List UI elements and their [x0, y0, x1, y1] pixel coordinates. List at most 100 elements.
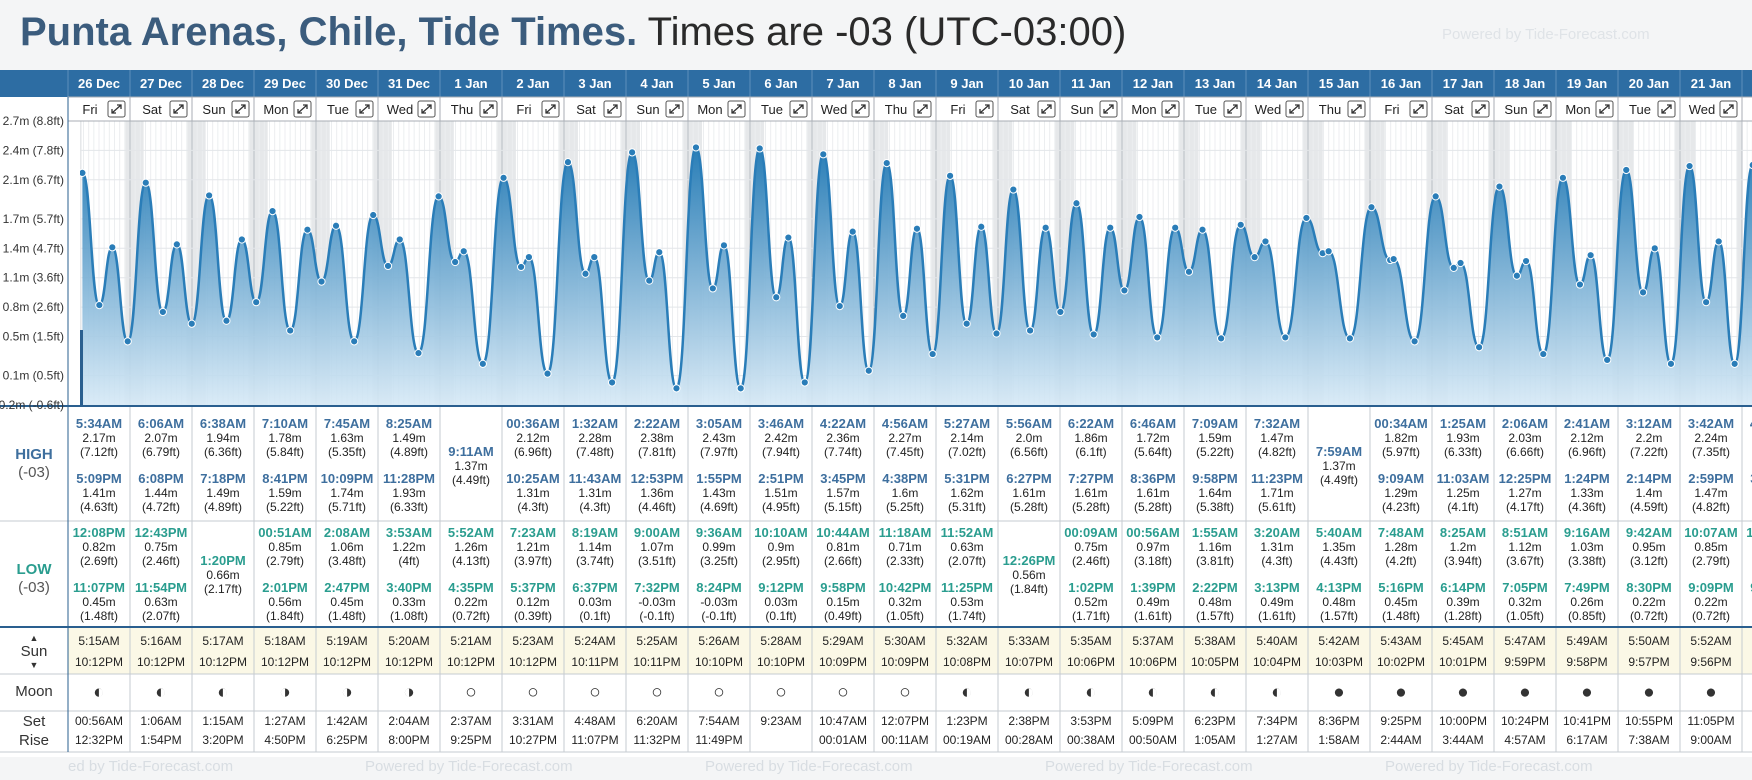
dow-label: Sat	[1010, 102, 1030, 117]
high-height: 1.59m	[268, 486, 301, 500]
low-height: 0.22m	[454, 595, 487, 609]
low-time: 12:08PM	[73, 525, 126, 540]
high-height-ft: (5.64ft)	[1134, 445, 1172, 459]
high-height-ft: (4.82ft)	[1692, 500, 1730, 514]
tide-point	[268, 206, 277, 216]
sunset-time: 9:57PM	[1628, 655, 1669, 669]
high-height-ft: (7.81ft)	[638, 445, 676, 459]
low-height: 0.15m	[826, 595, 859, 609]
y-tick-label: 0.1m (0.5ft)	[3, 369, 64, 383]
low-time: 8:51AM	[1502, 525, 1548, 540]
tide-point	[912, 224, 922, 233]
sunset-time: 10:01PM	[1439, 655, 1487, 669]
sunset-time: 10:06PM	[1129, 655, 1177, 669]
high-height: 1.4m	[1636, 486, 1663, 500]
low-time: 9:58PM	[820, 580, 866, 595]
low-time: 4:35PM	[448, 580, 494, 595]
low-time: 2:47PM	[324, 580, 370, 595]
low-height: 1.22m	[392, 540, 425, 554]
expand-arrows-icon	[235, 104, 246, 114]
date-label: 3 Jan	[578, 76, 611, 91]
high-height: 1.62m	[950, 486, 983, 500]
low-height-ft: (3.74ft)	[576, 554, 614, 568]
low-time: 00:51AM	[258, 525, 311, 540]
high-height-ft: (4.1ft)	[1447, 500, 1478, 514]
moonset-time: 1:06AM	[140, 714, 181, 728]
tide-line	[81, 146, 1752, 390]
tide-point	[848, 227, 857, 236]
tide-point	[928, 349, 937, 359]
chart-left-edge	[80, 330, 83, 405]
low-height: 0.03m	[578, 595, 611, 609]
low-height: 0.81m	[826, 540, 859, 554]
y-tick-label: 0.8m (2.6ft)	[3, 300, 64, 314]
dow-label: Fri	[82, 102, 97, 117]
expand-arrows-icon	[1537, 104, 1548, 114]
sunset-time: 9:56PM	[1690, 655, 1731, 669]
low-height: 1.35m	[1322, 540, 1355, 554]
expand-arrows-icon	[793, 104, 804, 114]
dow-label: Mon	[1131, 102, 1156, 117]
low-time: 12:26PM	[1003, 553, 1056, 568]
moonset-time: 6:20AM	[636, 714, 677, 728]
high-height: 1.93m	[392, 486, 425, 500]
sunset-time: 10:10PM	[757, 655, 805, 669]
expand-arrows-icon	[1475, 104, 1486, 114]
date-label: 11 Jan	[1071, 76, 1111, 91]
high-height-ft: (4.72ft)	[142, 500, 180, 514]
date-label: 16 Jan	[1381, 76, 1422, 91]
dow-label: Sun	[202, 102, 225, 117]
high-height: 1.27m	[1508, 486, 1541, 500]
high-time: 4:56AM	[882, 416, 928, 431]
tide-point	[1730, 359, 1739, 368]
date-label: 9 Jan	[950, 76, 983, 91]
low-height-ft: (3.48ft)	[328, 554, 366, 568]
high-height: 1.94m	[206, 431, 239, 445]
low-height: 0.85m	[1694, 540, 1727, 554]
tide-point	[1345, 334, 1354, 343]
low-time: 2:08AM	[324, 525, 370, 540]
low-time: 5:16PM	[1378, 580, 1424, 595]
high-height-ft: (5.28ft)	[1072, 500, 1110, 514]
low-height: 0.39m	[1446, 595, 1479, 609]
high-height: 1.59m	[1198, 431, 1231, 445]
low-height-ft: (1.84ft)	[1010, 582, 1048, 596]
tide-point	[882, 159, 891, 168]
sunrise-time: 5:52AM	[1690, 634, 1731, 648]
sunset-time: 10:07PM	[1005, 655, 1053, 669]
low-time: 11:25PM	[941, 580, 993, 595]
high-height-ft: (6.96ft)	[1568, 445, 1606, 459]
low-time: 10:42PM	[879, 580, 932, 595]
dow-label: Tue	[327, 102, 349, 117]
moonset-time: 8:36PM	[1318, 714, 1359, 728]
tide-point	[590, 253, 599, 262]
low-height-ft: (2.66ft)	[824, 554, 862, 568]
tide-point	[1171, 223, 1180, 232]
expand-arrows-icon	[917, 104, 928, 114]
high-height-ft: (6.56ft)	[1010, 445, 1048, 459]
low-time: 5:40AM	[1316, 525, 1362, 540]
low-height-ft: (1.74ft)	[948, 609, 986, 623]
tide-point	[141, 178, 150, 187]
expand-arrows-icon	[1599, 104, 1610, 114]
tide-point	[1153, 333, 1162, 342]
high-height-ft: (4.49ft)	[452, 473, 490, 487]
date-label: 26 Dec	[78, 76, 120, 91]
high-height: 2.36m	[826, 431, 859, 445]
high-height: 2.14m	[950, 431, 983, 445]
y-tick-label: 1.4m (4.7ft)	[3, 241, 64, 255]
night-shade	[1674, 121, 1680, 405]
low-time: 9:16AM	[1564, 525, 1610, 540]
tide-point	[1748, 161, 1752, 170]
high-height: 1.36m	[640, 486, 673, 500]
low-height-ft: (3.18ft)	[1134, 554, 1172, 568]
high-height: 1.25m	[1446, 486, 1479, 500]
date-label: 10 Jan	[1009, 76, 1050, 91]
low-time: 1:20PM	[200, 553, 246, 568]
high-height-ft: (5.38ft)	[1196, 500, 1234, 514]
sunset-time: 10:03PM	[1315, 655, 1363, 669]
sunrise-time: 5:23AM	[512, 634, 553, 648]
dow-label: Thu	[1319, 102, 1341, 117]
tide-point	[1603, 355, 1612, 365]
tide-point	[123, 337, 132, 346]
